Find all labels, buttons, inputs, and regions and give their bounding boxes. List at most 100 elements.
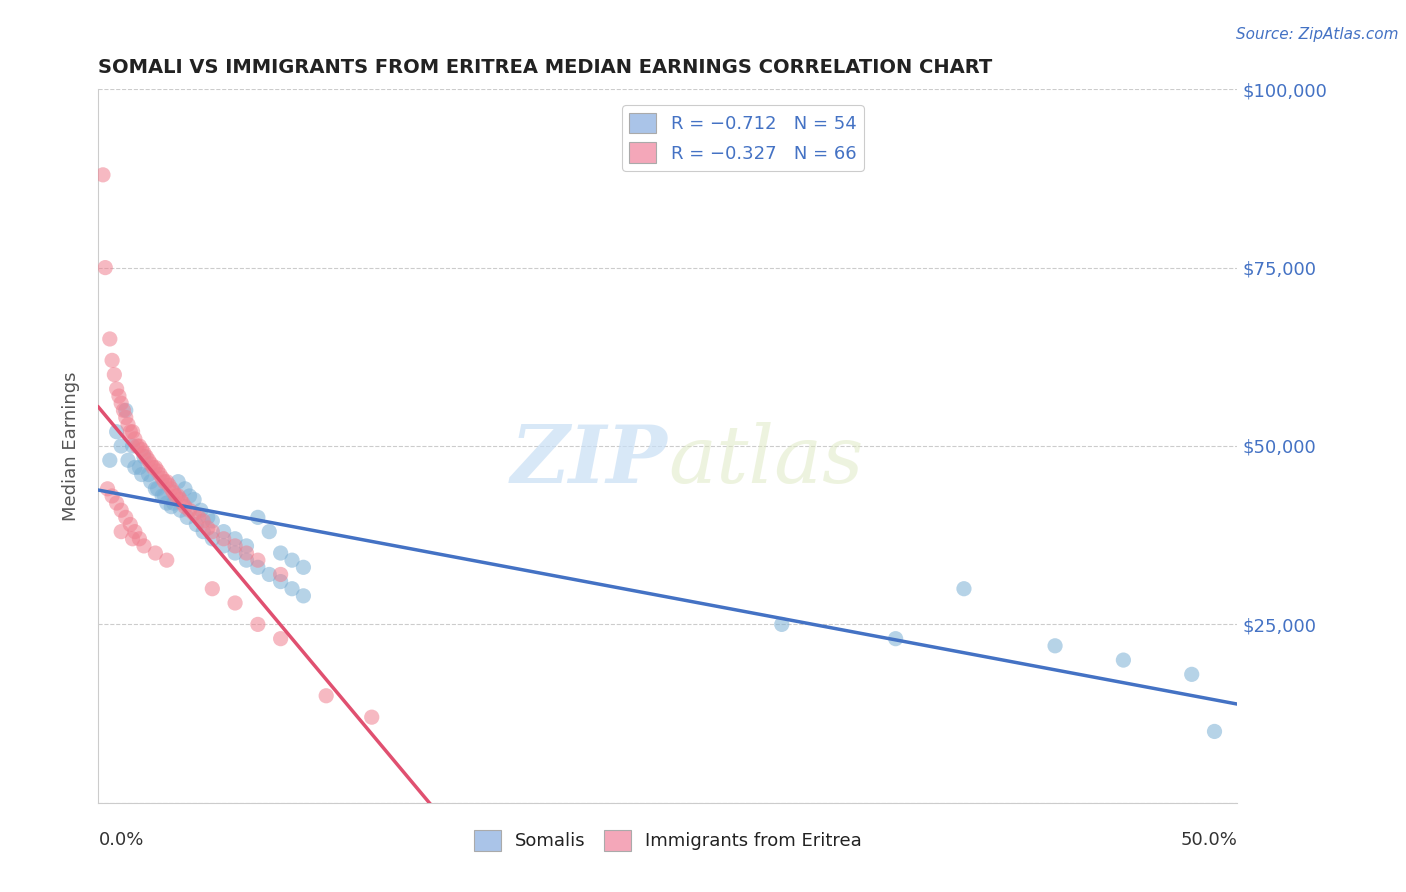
Legend: Somalis, Immigrants from Eritrea: Somalis, Immigrants from Eritrea	[467, 822, 869, 858]
Point	[1043, 639, 1066, 653]
Point	[167, 475, 190, 489]
Point	[105, 496, 128, 510]
Point	[224, 532, 246, 546]
Point	[110, 396, 132, 410]
Point	[172, 496, 194, 510]
Point	[139, 475, 162, 489]
Point	[201, 532, 224, 546]
Point	[292, 560, 315, 574]
Point	[193, 524, 215, 539]
Point	[157, 478, 180, 492]
Point	[145, 460, 167, 475]
Y-axis label: Median Earnings: Median Earnings	[62, 371, 80, 521]
Point	[98, 332, 121, 346]
Point	[96, 482, 118, 496]
Point	[149, 467, 172, 482]
Text: 50.0%: 50.0%	[1181, 831, 1237, 849]
Point	[315, 689, 337, 703]
Point	[156, 475, 179, 489]
Point	[124, 524, 146, 539]
Point	[179, 489, 201, 503]
Point	[197, 521, 219, 535]
Point	[117, 453, 139, 467]
Point	[212, 524, 235, 539]
Point	[179, 503, 201, 517]
Point	[91, 168, 114, 182]
Point	[176, 510, 198, 524]
Point	[124, 460, 146, 475]
Point	[156, 553, 179, 567]
Point	[138, 467, 160, 482]
Point	[246, 510, 269, 524]
Point	[224, 539, 246, 553]
Point	[259, 524, 281, 539]
Point	[183, 507, 205, 521]
Point	[270, 567, 292, 582]
Point	[770, 617, 793, 632]
Text: atlas: atlas	[668, 422, 863, 499]
Point	[110, 439, 132, 453]
Point	[174, 500, 197, 514]
Point	[132, 446, 155, 460]
Text: SOMALI VS IMMIGRANTS FROM ERITREA MEDIAN EARNINGS CORRELATION CHART: SOMALI VS IMMIGRANTS FROM ERITREA MEDIAN…	[98, 57, 993, 77]
Point	[1112, 653, 1135, 667]
Point	[201, 582, 224, 596]
Point	[132, 450, 155, 464]
Point	[153, 475, 176, 489]
Point	[135, 450, 157, 464]
Point	[270, 632, 292, 646]
Point	[145, 546, 167, 560]
Point	[138, 453, 160, 467]
Point	[281, 582, 304, 596]
Point	[1181, 667, 1204, 681]
Text: Source: ZipAtlas.com: Source: ZipAtlas.com	[1236, 27, 1399, 42]
Point	[124, 432, 146, 446]
Point	[187, 510, 209, 524]
Point	[156, 496, 179, 510]
Point	[153, 489, 176, 503]
Point	[246, 617, 269, 632]
Point	[146, 464, 169, 478]
Point	[246, 560, 269, 574]
Point	[193, 514, 215, 528]
Point	[162, 485, 184, 500]
Point	[121, 439, 143, 453]
Point	[270, 546, 292, 560]
Point	[190, 503, 212, 517]
Point	[160, 482, 183, 496]
Point	[292, 589, 315, 603]
Point	[103, 368, 125, 382]
Point	[162, 496, 184, 510]
Point	[105, 425, 128, 439]
Point	[201, 514, 224, 528]
Point	[131, 442, 153, 457]
Text: 0.0%: 0.0%	[98, 831, 143, 849]
Point	[224, 596, 246, 610]
Point	[98, 453, 121, 467]
Point	[212, 539, 235, 553]
Point	[114, 510, 136, 524]
Point	[117, 417, 139, 432]
Point	[110, 524, 132, 539]
Point	[131, 467, 153, 482]
Point	[169, 492, 191, 507]
Point	[145, 482, 167, 496]
Point	[246, 553, 269, 567]
Point	[139, 457, 162, 471]
Text: ZIP: ZIP	[510, 422, 668, 499]
Point	[150, 489, 173, 503]
Point	[114, 410, 136, 425]
Point	[235, 546, 257, 560]
Point	[120, 517, 142, 532]
Point	[121, 425, 143, 439]
Point	[127, 439, 149, 453]
Point	[174, 482, 197, 496]
Point	[160, 500, 183, 514]
Point	[884, 632, 907, 646]
Point	[259, 567, 281, 582]
Point	[212, 532, 235, 546]
Point	[128, 439, 150, 453]
Point	[128, 532, 150, 546]
Point	[953, 582, 976, 596]
Point	[142, 460, 165, 475]
